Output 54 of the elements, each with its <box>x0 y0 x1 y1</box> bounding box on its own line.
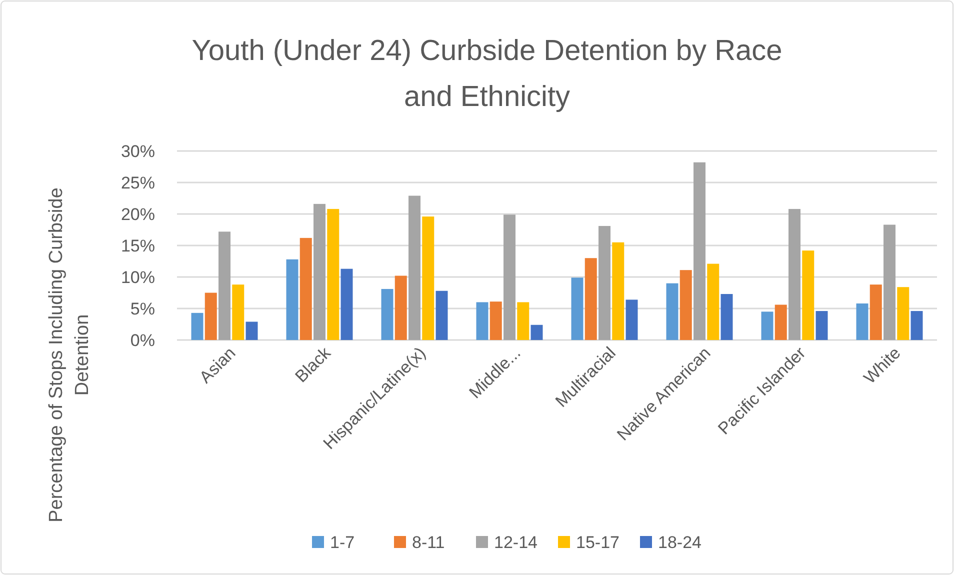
bar <box>598 226 610 340</box>
bar <box>666 283 678 340</box>
legend-label: 8-11 <box>412 533 445 552</box>
bar <box>490 302 502 340</box>
y-tick-label: 20% <box>120 205 155 224</box>
bar <box>517 302 530 340</box>
bar <box>870 284 882 340</box>
y-tick-label: 10% <box>120 268 155 287</box>
bar <box>340 268 353 340</box>
bar <box>314 204 326 340</box>
y-tick-label: 25% <box>120 174 155 192</box>
bar <box>504 214 516 340</box>
bar <box>856 303 868 340</box>
bar <box>571 278 584 340</box>
legend-label: 1-7 <box>330 533 355 552</box>
bar <box>626 300 638 340</box>
chart-title: Youth (Under 24) Curbside Detention by Race and Ethnicity <box>192 35 782 113</box>
legend-label: 15-17 <box>576 533 620 552</box>
bar <box>394 276 407 340</box>
bar <box>584 258 597 340</box>
bar <box>910 311 923 340</box>
bar <box>381 288 394 340</box>
bar <box>720 294 733 340</box>
bar <box>816 311 828 340</box>
y-tick-label: 30% <box>120 142 155 161</box>
y-tick-label: 5% <box>130 300 155 318</box>
bar <box>897 287 910 340</box>
bar <box>788 208 800 340</box>
bar <box>204 292 217 340</box>
bar <box>774 304 787 340</box>
bar <box>232 284 244 340</box>
bar <box>327 208 340 340</box>
bar <box>300 238 312 340</box>
bar <box>530 324 543 340</box>
legend-label: 18-24 <box>658 533 702 552</box>
legend-label: 12-14 <box>494 533 538 552</box>
bar <box>761 312 774 340</box>
bar <box>191 312 204 340</box>
bar <box>884 224 896 340</box>
bar <box>694 162 706 340</box>
y-tick-label: 0% <box>130 331 155 350</box>
bar <box>802 250 814 340</box>
y-axis-title: Percentage of Stops Including Curbside Detention <box>46 188 93 522</box>
bar <box>612 242 624 340</box>
bar <box>436 290 448 340</box>
bar <box>246 322 258 340</box>
bar <box>422 216 434 340</box>
bar <box>680 270 692 340</box>
bar <box>476 302 488 340</box>
bar <box>218 232 230 340</box>
bar <box>707 264 720 340</box>
bar <box>408 196 420 340</box>
bar <box>286 259 298 340</box>
y-tick-label: 15% <box>120 236 155 256</box>
